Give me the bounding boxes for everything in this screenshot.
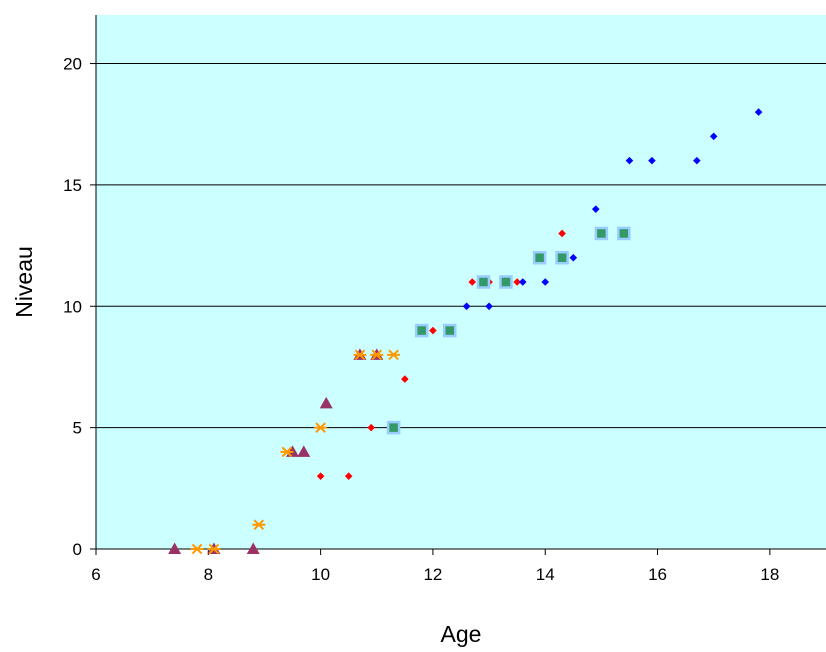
data-point-triangle bbox=[319, 396, 333, 409]
x-tick-label: 10 bbox=[311, 565, 330, 584]
data-point-square bbox=[499, 275, 513, 289]
data-point-diamond bbox=[625, 156, 634, 165]
data-point-square bbox=[594, 226, 609, 241]
y-axis-title: Niveau bbox=[11, 246, 37, 318]
x-axis-title: Age bbox=[441, 621, 482, 647]
data-point-diamond bbox=[518, 278, 527, 286]
data-point-triangle bbox=[297, 445, 311, 457]
data-point-square bbox=[414, 323, 429, 338]
data-point-diamond bbox=[462, 302, 471, 311]
data-point-star bbox=[314, 422, 328, 433]
data-point-diamond bbox=[648, 156, 656, 165]
data-point-diamond bbox=[754, 108, 763, 116]
data-point-diamond bbox=[693, 156, 701, 165]
data-point-star bbox=[280, 446, 294, 458]
x-ticks: 6 8 10 12 14 16 18 bbox=[91, 549, 779, 584]
x-tick-label: 16 bbox=[648, 565, 667, 584]
data-point-square bbox=[532, 250, 547, 265]
data-point-diamond bbox=[429, 326, 437, 335]
data-point-diamond bbox=[709, 132, 718, 141]
data-point-star bbox=[252, 519, 266, 531]
y-tick-label: 0 bbox=[73, 540, 82, 559]
data-point-square bbox=[555, 250, 569, 265]
data-point-diamond bbox=[367, 423, 375, 432]
data-point-square bbox=[476, 275, 491, 289]
x-tick-label: 12 bbox=[423, 565, 442, 584]
x-tick-label: 8 bbox=[204, 565, 213, 584]
x-tick-label: 14 bbox=[536, 565, 555, 584]
x-tick-label: 6 bbox=[91, 565, 100, 584]
y-tick-label: 10 bbox=[63, 297, 82, 316]
data-point-star bbox=[190, 543, 204, 555]
data-point-diamond bbox=[468, 278, 477, 286]
data-point-triangle bbox=[168, 542, 182, 554]
y-tick-label: 5 bbox=[73, 419, 82, 438]
data-point-square bbox=[617, 226, 631, 241]
data-point-star bbox=[207, 543, 221, 555]
data-point-diamond bbox=[569, 253, 578, 262]
data-point-diamond bbox=[401, 375, 409, 383]
data-point-star bbox=[353, 349, 367, 361]
data-point-square bbox=[443, 323, 457, 338]
data-point-diamond bbox=[485, 302, 493, 311]
data-point-star bbox=[387, 349, 401, 361]
y-tick-label: 20 bbox=[63, 55, 82, 74]
data-point-diamond bbox=[316, 472, 325, 480]
data-point-diamond bbox=[344, 472, 353, 480]
data-point-diamond bbox=[541, 278, 550, 286]
data-point-diamond bbox=[513, 278, 521, 286]
data-point-square bbox=[386, 420, 401, 435]
data-point-star bbox=[370, 349, 384, 361]
plot-area bbox=[96, 15, 826, 549]
gridlines bbox=[96, 63, 826, 429]
data-point-diamond bbox=[558, 229, 566, 238]
data-point-diamond bbox=[591, 205, 600, 213]
y-ticks: 0 5 10 15 20 bbox=[63, 55, 96, 559]
data-points bbox=[168, 108, 763, 555]
y-tick-label: 15 bbox=[63, 176, 82, 195]
data-point-triangle bbox=[246, 542, 260, 554]
x-tick-label: 18 bbox=[760, 565, 779, 584]
